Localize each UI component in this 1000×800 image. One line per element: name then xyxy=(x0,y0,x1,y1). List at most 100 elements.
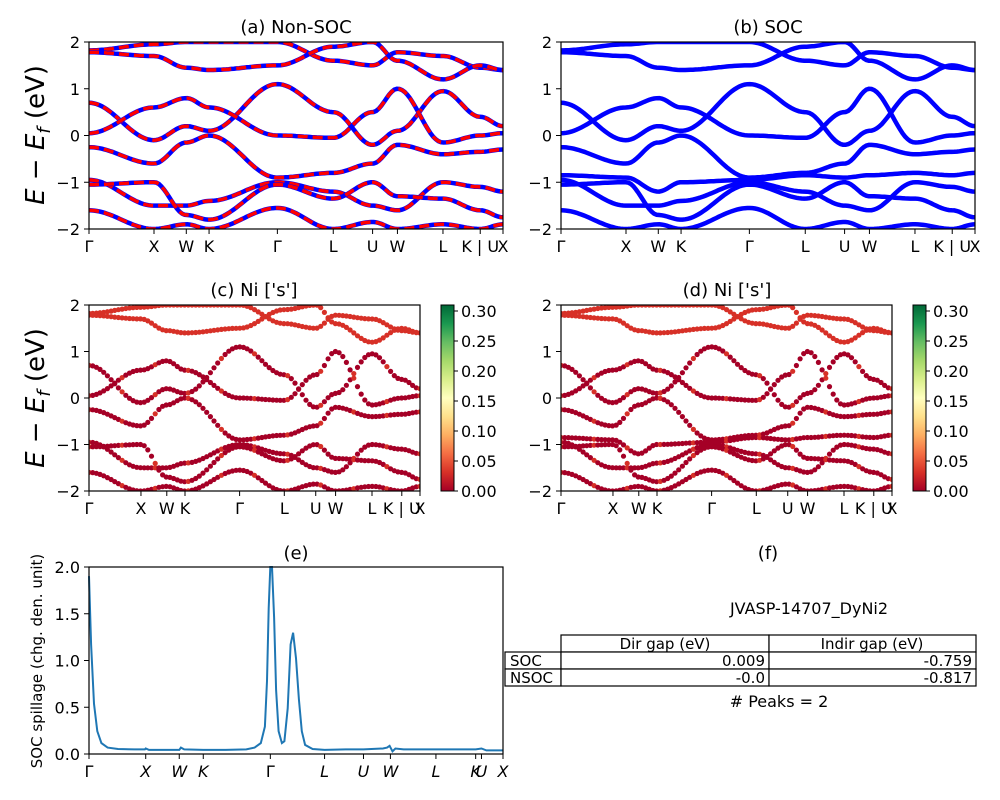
panel-b-axes: 210−1−2Γ X W K Γ L U W L K | UX xyxy=(528,33,980,256)
projected-point xyxy=(815,359,822,365)
projected-point xyxy=(340,353,346,360)
panel-b-frame xyxy=(560,41,976,230)
projected-point xyxy=(826,451,833,457)
projected-point xyxy=(830,359,836,365)
projected-point xyxy=(683,382,689,388)
projected-point xyxy=(672,441,678,447)
projected-point xyxy=(830,391,836,397)
colorbar-gradient xyxy=(912,304,927,492)
projected-point xyxy=(790,305,796,311)
projected-point xyxy=(602,316,608,322)
projected-point xyxy=(771,392,777,398)
projected-point xyxy=(108,377,114,383)
projected-point xyxy=(163,386,169,392)
projected-point xyxy=(115,377,121,383)
projected-point xyxy=(676,409,682,415)
x-tick-label: K xyxy=(676,237,687,256)
projected-point xyxy=(218,355,224,362)
projected-point xyxy=(90,444,96,450)
x-tick-label: X xyxy=(415,499,426,518)
projected-point xyxy=(343,359,349,365)
x-tick-label: Γ xyxy=(235,499,244,518)
panel-b: (b) SOC 210−1−2Γ X W K Γ L U W L K | UX xyxy=(528,17,980,256)
x-tick-label: W xyxy=(382,762,399,781)
x-tick-label: X xyxy=(607,499,618,518)
projected-point xyxy=(613,443,619,449)
projected-point xyxy=(189,330,195,336)
y-tick-label: 1 xyxy=(542,80,552,99)
projected-point xyxy=(764,380,770,386)
projected-point xyxy=(303,397,309,403)
projected-point xyxy=(668,441,674,447)
projected-point xyxy=(281,307,287,313)
band-line-dashed xyxy=(89,42,503,72)
projected-point xyxy=(580,449,586,455)
projected-point xyxy=(218,426,224,432)
y-tick-label: 1.0 xyxy=(55,652,80,671)
panel-e: (e) SOC spillage (chg. den. unit) 2.0 1.5… xyxy=(28,543,510,781)
projected-point xyxy=(584,436,590,442)
colorbar-gradient xyxy=(440,304,455,492)
x-tick-label: K | U xyxy=(855,499,893,518)
projected-point xyxy=(233,467,239,473)
y-tick-label: 2 xyxy=(542,33,552,52)
projected-point xyxy=(148,465,155,471)
projected-point xyxy=(156,406,162,413)
projected-point xyxy=(676,377,682,383)
projected-point xyxy=(837,413,844,419)
x-tick-label: W xyxy=(390,237,406,256)
projected-point xyxy=(867,434,873,440)
panel-d: (d) Ni ['s'] 210−1−2Γ X W K Γ L U W L K | UX 0.30… xyxy=(528,280,968,518)
panel-e-spillage xyxy=(88,566,503,753)
projected-point xyxy=(288,456,294,462)
panel-a-axes: 210−1−2Γ X W K Γ L U W L K | UX xyxy=(56,33,508,256)
projected-point xyxy=(402,377,408,383)
projected-point xyxy=(277,451,283,457)
projected-point xyxy=(321,309,327,315)
projected-point xyxy=(687,360,693,366)
colorbar-tick-label: 0.00 xyxy=(461,482,497,501)
projected-point xyxy=(347,460,353,466)
y-tick-label: 2 xyxy=(70,296,80,315)
projected-point xyxy=(591,436,597,442)
band-line xyxy=(561,42,975,73)
projected-point xyxy=(325,395,331,401)
spillage-line xyxy=(88,566,503,753)
panel-a-ylabel: E − Ef (eV) xyxy=(21,65,55,205)
panel-c: (c) Ni ['s'] E − Ef (eV) 210−1−2Γ X W K Γ L U W… xyxy=(21,280,497,518)
projected-point xyxy=(310,423,316,429)
projected-point xyxy=(826,384,833,390)
projected-point xyxy=(233,395,239,401)
projected-point xyxy=(115,385,121,391)
projected-point xyxy=(395,446,401,452)
projected-point xyxy=(749,451,755,457)
panel-a-bands xyxy=(89,42,503,229)
projected-point xyxy=(757,373,763,379)
x-tick-label: K | U xyxy=(461,237,499,256)
projected-point xyxy=(679,414,686,420)
projected-point xyxy=(841,441,847,448)
panel-c-colorbar: 0.30 0.25 0.20 0.15 0.10 0.05 0.00 xyxy=(440,302,497,501)
projected-point xyxy=(321,447,327,453)
projected-point xyxy=(624,445,630,451)
projected-point xyxy=(617,465,623,471)
projected-point xyxy=(145,397,151,403)
projected-point xyxy=(591,375,597,381)
projected-point xyxy=(694,440,700,446)
projected-point xyxy=(690,426,697,432)
projected-point xyxy=(182,460,188,466)
projected-point xyxy=(573,443,579,449)
x-tick-label: X xyxy=(135,499,146,518)
projected-point xyxy=(672,405,678,411)
projected-point xyxy=(211,365,217,371)
projected-point xyxy=(380,335,386,341)
projected-point xyxy=(852,359,858,365)
projected-point xyxy=(837,483,844,490)
projected-point xyxy=(808,389,814,396)
projected-point xyxy=(668,383,674,389)
projected-point xyxy=(815,382,822,388)
projected-point xyxy=(185,330,191,336)
projected-point xyxy=(738,365,744,371)
projected-point xyxy=(141,422,147,428)
projected-point xyxy=(782,465,788,471)
